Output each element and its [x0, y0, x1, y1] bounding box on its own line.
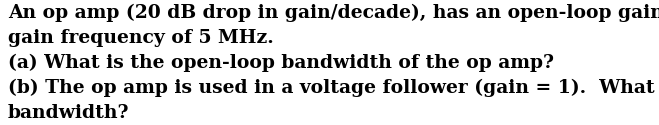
Text: (b) The op amp is used in a voltage follower (gain = 1).  What is the amplifier’: (b) The op amp is used in a voltage foll…	[8, 79, 659, 97]
Text: bandwidth?: bandwidth?	[8, 104, 129, 122]
Text: (a) What is the open-loop bandwidth of the op amp?: (a) What is the open-loop bandwidth of t…	[8, 54, 554, 72]
Text: gain frequency of 5 MHz.: gain frequency of 5 MHz.	[8, 29, 273, 47]
Text: An op amp (20 dB drop in gain/decade), has an open-loop gain of 100 dB and a uni: An op amp (20 dB drop in gain/decade), h…	[8, 4, 659, 22]
